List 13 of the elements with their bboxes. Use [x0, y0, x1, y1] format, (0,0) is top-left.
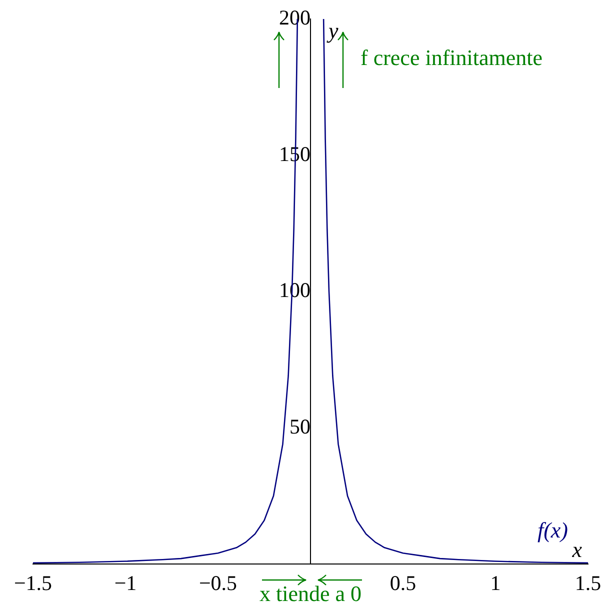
annotation: f crece infinitamente	[360, 44, 543, 70]
y-tick-label: 50	[290, 414, 310, 438]
x-tick-label: 0.5	[390, 571, 416, 596]
x-tick-label: −0.5	[198, 571, 238, 596]
series-label: f(x)	[537, 518, 568, 543]
text: x tiende a 0	[259, 580, 362, 606]
x-tick-label: −1	[114, 571, 137, 596]
x-tick-label: 1.5	[574, 571, 602, 596]
y-tick-label: 200	[279, 6, 310, 30]
x-axis-title: x	[571, 536, 582, 562]
y-axis-title: y	[326, 18, 338, 43]
x-tick-label: −1.5	[14, 571, 52, 596]
x-tick-label: 1	[490, 571, 501, 596]
